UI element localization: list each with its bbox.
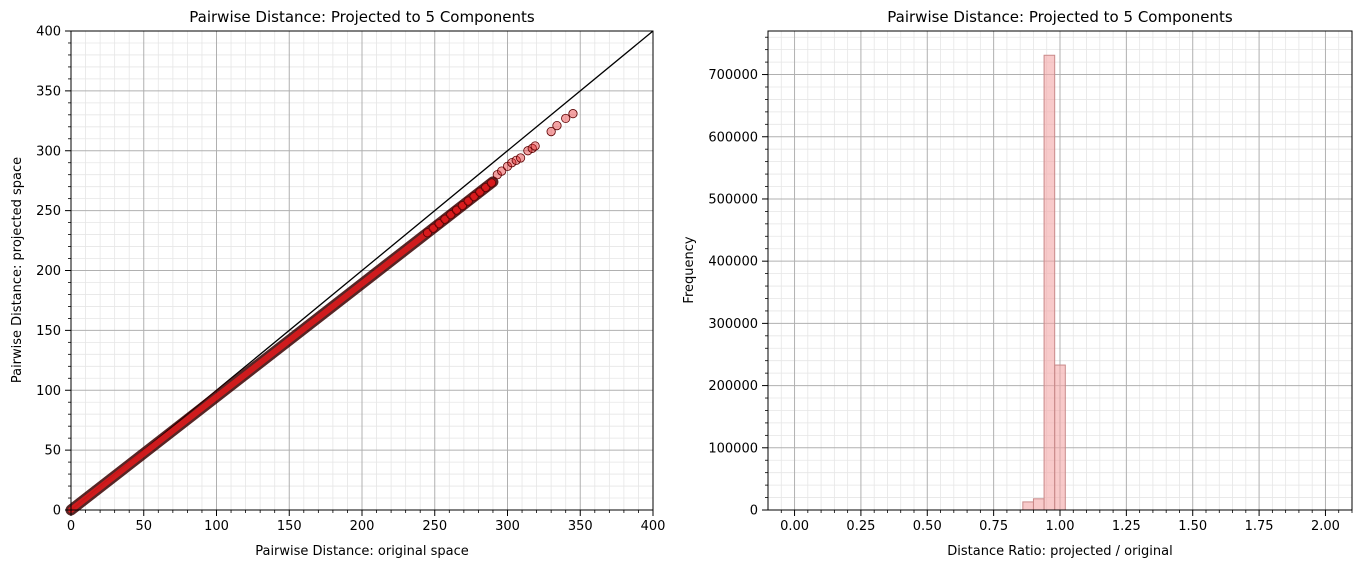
y-tick-label: 200000 <box>708 379 758 394</box>
y-tick-label: 500000 <box>708 192 758 207</box>
histogram-x-axis-label: Distance Ratio: projected / original <box>947 544 1172 559</box>
y-tick-label: 0 <box>750 504 758 519</box>
histogram-bar <box>1032 498 1045 511</box>
y-tick-label: 600000 <box>708 130 758 145</box>
y-tick-label: 250 <box>36 204 61 219</box>
y-tick-label: 150 <box>36 324 61 339</box>
x-tick-label: 350 <box>568 519 593 534</box>
x-tick-label: 2.00 <box>1311 519 1340 534</box>
x-tick-label: 0.00 <box>780 519 809 534</box>
scatter-point <box>515 153 526 163</box>
x-tick-label: 0 <box>67 519 75 534</box>
scatter-y-axis-label: Pairwise Distance: projected space <box>10 157 25 383</box>
y-tick-label: 200 <box>36 264 61 279</box>
y-tick-label: 300 <box>36 144 61 159</box>
x-tick-label: 150 <box>277 519 302 534</box>
x-tick-label: 1.00 <box>1046 519 1075 534</box>
y-tick-label: 400000 <box>708 255 758 270</box>
y-tick-label: 700000 <box>708 68 758 83</box>
scatter-x-axis-label: Pairwise Distance: original space <box>255 544 469 559</box>
y-tick-label: 100000 <box>708 441 758 456</box>
histogram-panel: Pairwise Distance: Projected to 5 Compon… <box>682 8 1353 559</box>
y-tick-label: 50 <box>44 444 61 459</box>
y-tick-label: 100 <box>36 384 61 399</box>
scatter-point <box>507 158 517 168</box>
scatter-point <box>561 113 571 124</box>
scatter-points <box>65 109 578 516</box>
scatter-point <box>511 155 521 165</box>
histogram-bar <box>1022 501 1034 511</box>
scatter-point <box>552 121 562 131</box>
x-tick-label: 200 <box>350 519 375 534</box>
y-tick-label: 300000 <box>708 317 758 332</box>
scatter-point <box>546 126 556 137</box>
scatter-panel: Pairwise Distance: Projected to 5 Compon… <box>10 8 665 559</box>
x-tick-label: 1.50 <box>1178 519 1207 534</box>
y-tick-label: 350 <box>36 84 61 99</box>
scatter-point <box>568 109 578 119</box>
scatter-point <box>523 146 533 156</box>
histogram-ticks: 0.00 0.25 0.50 0.75 1.00 1.25 1.50 1.75 2.00 0 100… <box>708 36 1353 534</box>
histogram-bar <box>1054 364 1066 511</box>
histogram-title: Pairwise Distance: Projected to 5 Compon… <box>887 8 1233 26</box>
x-tick-label: 100 <box>204 519 229 534</box>
y-tick-label: 400 <box>36 25 61 40</box>
histogram-y-axis-label: Frequency <box>682 236 697 303</box>
scatter-title: Pairwise Distance: Projected to 5 Compon… <box>189 8 535 26</box>
point-band-fill <box>68 178 496 513</box>
scatter-ticks: 0 50 100 150 200 250 300 350 400 0 50 100 150 200 250 3… <box>36 25 665 535</box>
x-tick-label: 0.25 <box>846 519 875 534</box>
x-tick-label: 300 <box>495 519 520 534</box>
x-tick-label: 400 <box>641 519 666 534</box>
x-tick-label: 1.25 <box>1112 519 1141 534</box>
y-tick-label: 0 <box>53 504 61 519</box>
x-tick-label: 50 <box>135 519 152 534</box>
scatter-point <box>530 141 540 151</box>
x-tick-label: 0.50 <box>913 519 942 534</box>
histogram-bar <box>1043 54 1056 511</box>
x-tick-label: 250 <box>422 519 447 534</box>
x-tick-label: 1.75 <box>1245 519 1274 534</box>
scatter-point <box>486 178 497 188</box>
x-tick-label: 0.75 <box>979 519 1008 534</box>
